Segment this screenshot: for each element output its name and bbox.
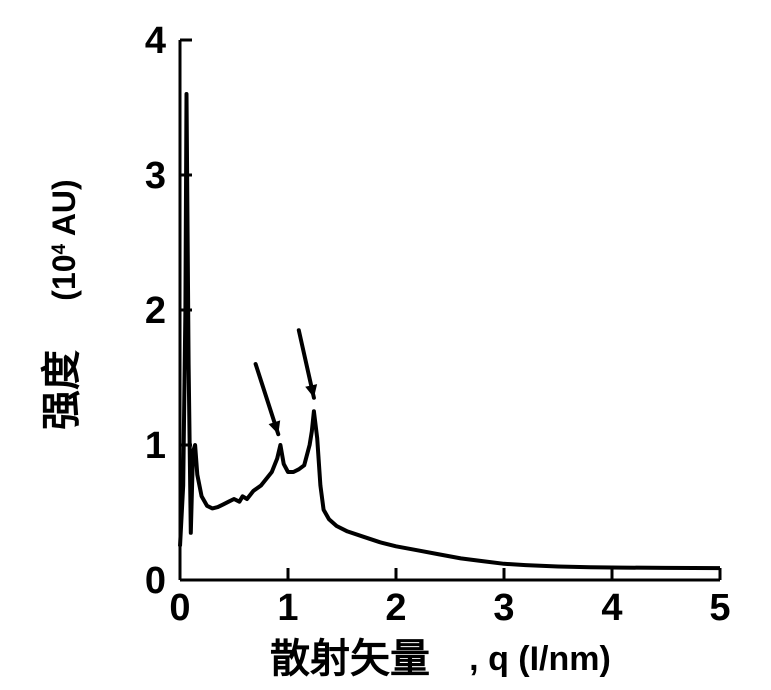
x-tick-label: 0 bbox=[169, 587, 190, 629]
svg-text:, q (I/nm): , q (I/nm) bbox=[469, 640, 611, 678]
x-tick-label: 2 bbox=[385, 587, 406, 629]
y-tick-label: 3 bbox=[145, 155, 166, 197]
svg-text:强度: 强度 bbox=[40, 350, 84, 430]
y-tick-label: 1 bbox=[145, 425, 166, 467]
y-tick-label: 2 bbox=[145, 290, 166, 332]
chart-svg: 0 1 2 3 4 5 0 1 2 3 4 散射矢量 , q (I/nm) 强度 (104 AU) bbox=[0, 0, 771, 690]
x-tick-label: 4 bbox=[601, 587, 622, 629]
y-tick-label: 0 bbox=[145, 560, 166, 602]
svg-text:(104 AU): (104 AU) bbox=[46, 179, 82, 300]
y-tick-label: 4 bbox=[145, 20, 166, 62]
x-tick-label: 3 bbox=[493, 587, 514, 629]
x-tick-label: 5 bbox=[709, 587, 730, 629]
x-tick-label: 1 bbox=[277, 587, 298, 629]
svg-text:散射矢量: 散射矢量 bbox=[270, 637, 430, 681]
chart-container: 0 1 2 3 4 5 0 1 2 3 4 散射矢量 , q (I/nm) 强度 (104 AU) bbox=[0, 0, 771, 690]
